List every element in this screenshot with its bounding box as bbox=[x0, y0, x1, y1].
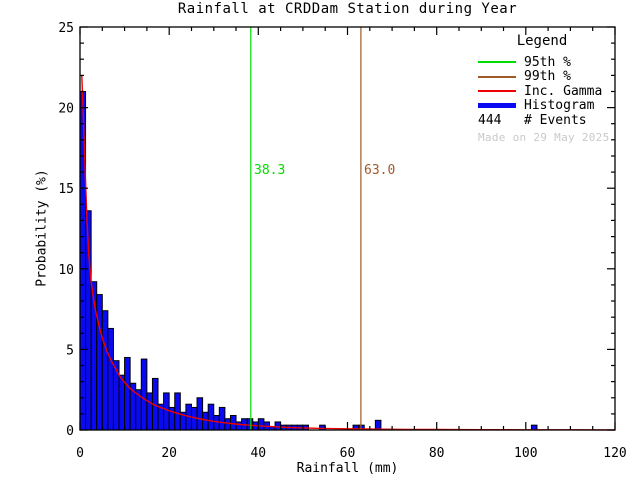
legend: Legend 95th % 99th % Inc. Gamma Histogra… bbox=[478, 33, 628, 144]
histogram-bar bbox=[319, 424, 326, 431]
histogram-bar bbox=[146, 392, 153, 431]
legend-item-99th: 99th % bbox=[478, 69, 628, 85]
histogram-bar bbox=[257, 418, 265, 431]
y-tick-label: 20 bbox=[58, 102, 74, 117]
histogram-bar bbox=[96, 294, 103, 431]
legend-item-95th: 95th % bbox=[478, 55, 628, 70]
histogram-bar bbox=[163, 392, 170, 431]
legend-item-label: Inc. Gamma bbox=[524, 83, 603, 99]
legend-title: Legend bbox=[516, 33, 568, 49]
x-axis-title: Rainfall (mm) bbox=[296, 461, 399, 476]
y-tick-label: 5 bbox=[66, 343, 74, 358]
axis-ticks bbox=[79, 26, 616, 431]
legend-item-histogram: Histogram bbox=[478, 98, 628, 114]
y-tick-label: 0 bbox=[66, 424, 74, 439]
y-tick-label: 10 bbox=[58, 263, 74, 278]
histogram-bar bbox=[140, 358, 148, 431]
histogram-bar bbox=[213, 414, 220, 431]
chart-title: Rainfall at CRDDam Station during Year bbox=[177, 1, 518, 17]
x-tick-label: 120 bbox=[603, 446, 626, 461]
x-tick-label: 20 bbox=[161, 446, 177, 461]
99th-percentile-line-swatch bbox=[478, 75, 516, 78]
histogram-bars bbox=[79, 90, 538, 431]
histogram-bar bbox=[224, 418, 231, 431]
histogram-bar bbox=[107, 327, 114, 431]
histogram-bar bbox=[196, 397, 204, 431]
made-on-note: Made on 29 May 2025 bbox=[478, 130, 610, 144]
histogram-bar bbox=[174, 392, 181, 431]
x-tick-label: 100 bbox=[514, 446, 537, 461]
legend-item-label: # Events bbox=[524, 112, 587, 128]
event-count: 444 bbox=[478, 112, 502, 128]
percentile-99-value-label: 63.0 bbox=[364, 163, 396, 178]
gamma-curve-swatch bbox=[478, 90, 516, 93]
histogram-bar bbox=[274, 421, 282, 431]
legend-item-label: 99th % bbox=[524, 69, 571, 85]
legend-item-gamma: Inc. Gamma bbox=[478, 84, 628, 99]
x-tick-label: 40 bbox=[250, 446, 266, 461]
histogram-bar bbox=[202, 411, 209, 431]
y-axis-title: Probability (%) bbox=[34, 169, 50, 287]
x-tick-label: 0 bbox=[76, 446, 84, 461]
tick-labels: 0 20 40 60 80 100 120 0 5 10 15 20 25 bbox=[58, 21, 626, 461]
x-tick-label: 80 bbox=[429, 446, 445, 461]
percentile-95-value-label: 38.3 bbox=[254, 163, 286, 178]
legend-item-label: 95th % bbox=[524, 54, 571, 70]
legend-item-label: Histogram bbox=[524, 98, 595, 114]
histogram-bar bbox=[229, 414, 237, 431]
histogram-swatch bbox=[478, 103, 516, 109]
histogram-bar bbox=[118, 374, 126, 431]
histogram-bar bbox=[246, 418, 254, 431]
histogram-bar bbox=[218, 406, 226, 431]
x-tick-label: 60 bbox=[340, 446, 356, 461]
histogram-bar bbox=[207, 403, 215, 431]
95th-percentile-line-swatch bbox=[478, 61, 516, 64]
legend-item-events: 444 # Events bbox=[478, 113, 628, 128]
inc-gamma-curve bbox=[81, 75, 616, 431]
y-tick-label: 25 bbox=[58, 21, 74, 36]
histogram-bar bbox=[101, 310, 109, 431]
y-tick-label: 15 bbox=[58, 182, 74, 197]
histogram-bar bbox=[235, 421, 243, 431]
histogram-bar bbox=[124, 356, 131, 431]
